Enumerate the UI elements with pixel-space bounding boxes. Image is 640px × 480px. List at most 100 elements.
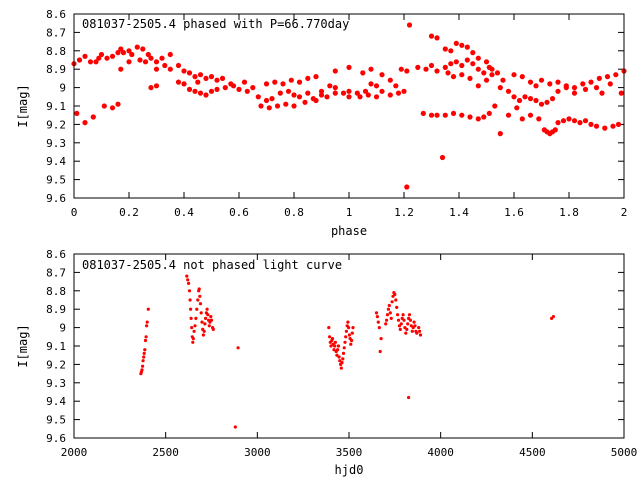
data-point: [329, 344, 333, 348]
data-point: [500, 77, 506, 83]
data-point: [613, 72, 619, 78]
data-point: [442, 112, 448, 118]
data-point: [516, 97, 523, 104]
data-point: [313, 97, 319, 104]
data-point: [193, 324, 197, 328]
y-tick-label: 9.2: [46, 118, 66, 131]
data-point: [571, 118, 578, 124]
y-tick-label: 9.2: [46, 358, 66, 371]
data-point: [344, 335, 348, 339]
data-point: [195, 307, 199, 311]
data-point: [204, 316, 208, 320]
data-point: [244, 88, 250, 94]
data-point: [497, 131, 503, 137]
chart-title: 081037-2505.4 not phased light curve: [82, 258, 342, 272]
data-point: [536, 116, 542, 122]
data-point: [339, 366, 343, 370]
data-point: [610, 123, 616, 129]
data-point: [346, 64, 352, 70]
data-point: [228, 81, 234, 87]
y-tick-label: 8.6: [46, 8, 66, 21]
data-point: [396, 313, 400, 317]
data-point: [387, 303, 391, 308]
data-point: [250, 85, 256, 91]
data-point: [593, 123, 600, 129]
data-point: [459, 62, 465, 69]
data-point: [395, 90, 402, 96]
data-point: [489, 66, 495, 72]
data-point: [445, 70, 451, 76]
data-point: [175, 62, 182, 69]
data-point: [393, 83, 399, 89]
data-point: [398, 66, 404, 72]
data-point: [195, 79, 201, 85]
data-point: [385, 318, 389, 322]
data-point: [145, 324, 149, 328]
y-tick-label: 9.4: [46, 395, 66, 408]
data-point: [280, 81, 286, 87]
data-point: [379, 72, 385, 78]
data-point: [386, 307, 390, 311]
data-point: [104, 55, 110, 61]
data-point: [407, 313, 412, 317]
data-point: [417, 326, 421, 330]
data-point: [511, 94, 517, 100]
data-point: [126, 48, 132, 54]
x-tick-label: 1.4: [449, 206, 469, 219]
data-point: [514, 105, 520, 111]
data-point: [459, 42, 465, 48]
y-tick-label: 9.1: [46, 100, 66, 113]
data-point: [167, 66, 173, 72]
y-tick-label: 9: [59, 322, 66, 335]
x-tick-label: 0.6: [229, 206, 249, 219]
data-point: [533, 83, 539, 89]
data-point: [206, 313, 210, 317]
data-point: [192, 88, 198, 94]
data-point: [492, 103, 498, 109]
y-tick-label: 9.3: [46, 377, 66, 390]
data-point: [146, 307, 150, 311]
data-point: [450, 74, 457, 80]
data-point: [442, 46, 448, 52]
data-point: [357, 94, 363, 100]
data-point: [186, 70, 193, 76]
y-tick-label: 9.1: [46, 340, 66, 353]
data-point: [144, 335, 148, 339]
data-point: [390, 300, 394, 304]
data-point: [580, 81, 586, 87]
data-point: [527, 96, 534, 102]
data-point: [399, 322, 403, 326]
x-tick-label: 1: [346, 206, 353, 219]
data-point: [140, 368, 144, 372]
data-point: [318, 92, 325, 98]
data-point: [96, 55, 102, 61]
data-point: [394, 298, 398, 302]
data-point: [375, 315, 379, 319]
data-point: [143, 338, 148, 343]
data-point: [211, 327, 215, 331]
data-point: [387, 92, 393, 98]
data-point: [140, 46, 146, 52]
data-point: [379, 88, 385, 94]
x-tick-label: 1.2: [394, 206, 414, 219]
x-tick-label: 4500: [519, 446, 546, 459]
y-tick-label: 9.6: [46, 192, 66, 205]
y-tick-label: 8.8: [46, 45, 66, 58]
data-point: [167, 51, 173, 58]
data-point: [464, 57, 470, 63]
data-point: [412, 320, 416, 324]
chart-title: 081037-2505.4 phased with P=66.770day: [82, 17, 349, 31]
data-point: [296, 79, 303, 85]
data-point: [141, 364, 145, 368]
data-point: [341, 357, 345, 361]
data-point: [199, 311, 203, 315]
x-tick-label: 0.4: [174, 206, 194, 219]
data-point: [285, 88, 292, 94]
data-point: [410, 329, 414, 333]
data-point: [188, 298, 192, 302]
y-tick-label: 8.9: [46, 303, 66, 316]
x-tick-label: 0: [71, 206, 78, 219]
data-point: [207, 324, 211, 328]
data-point: [209, 315, 213, 319]
data-point: [340, 361, 344, 365]
